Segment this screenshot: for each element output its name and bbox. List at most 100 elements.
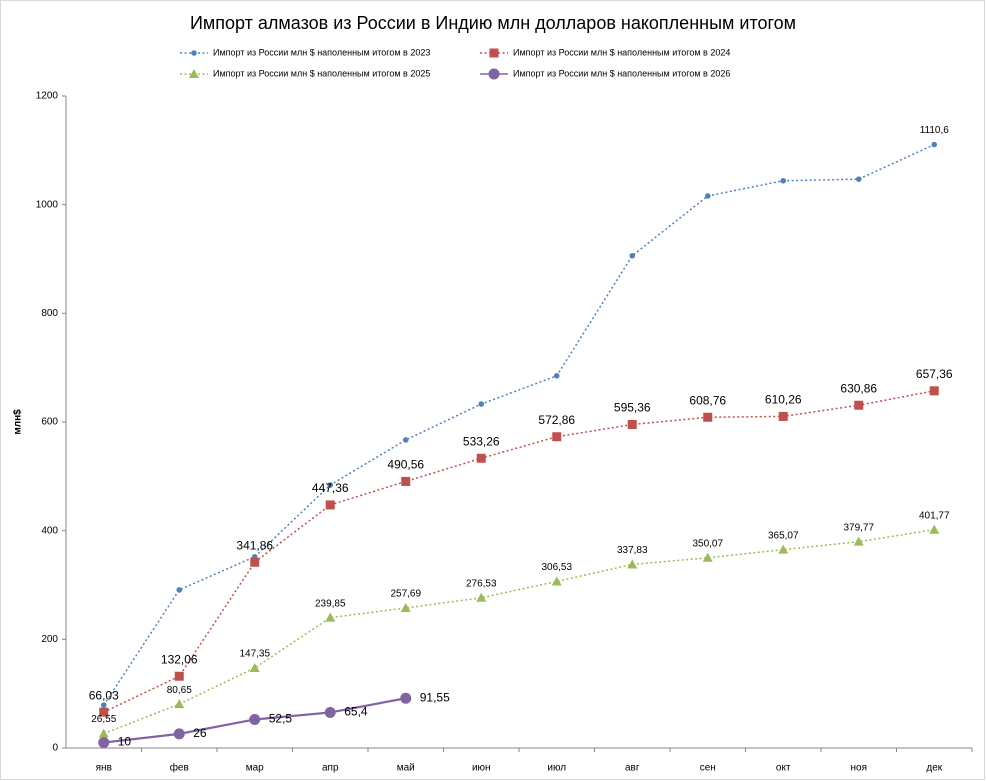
data-point (478, 401, 485, 407)
data-point (929, 524, 940, 534)
data-point (629, 252, 636, 259)
data-label: 401,77 (919, 510, 950, 521)
legend-marker (489, 48, 499, 58)
y-tick-label: 600 (41, 417, 58, 428)
data-label: 26,55 (91, 714, 116, 725)
data-point (249, 662, 260, 672)
legend-marker (488, 68, 500, 80)
data-point (703, 412, 713, 422)
x-tick-label: ноя (851, 763, 868, 774)
data-label: 533,26 (463, 434, 500, 448)
legend-label: Импорт из России млн $ наполенным итогом… (513, 47, 730, 57)
data-point (853, 536, 864, 546)
data-point (402, 437, 409, 443)
data-label: 91,55 (420, 690, 450, 704)
data-point (174, 699, 185, 709)
data-label: 147,35 (239, 649, 270, 660)
data-point (174, 671, 184, 681)
data-label: 608,76 (689, 393, 726, 407)
x-tick-label: фев (170, 762, 189, 774)
y-axis-label: млн$ (13, 409, 24, 435)
data-point (99, 707, 109, 717)
x-tick-label: мар (246, 763, 264, 774)
y-tick-label: 800 (41, 308, 58, 319)
data-label: 365,07 (768, 530, 799, 541)
data-point (173, 728, 185, 740)
legend-marker (189, 69, 199, 78)
chart-title: Импорт алмазов из России в Индию млн дол… (190, 13, 796, 33)
data-point (98, 737, 110, 749)
data-label: 239,85 (315, 598, 346, 609)
data-point (325, 500, 335, 510)
data-label: 306,53 (541, 562, 572, 573)
x-tick-label: окт (776, 763, 791, 774)
data-point (778, 544, 789, 554)
legend-label: Импорт из России млн $ наполенным итогом… (513, 68, 730, 78)
x-tick-label: янв (96, 763, 112, 774)
x-tick-label: дек (926, 763, 942, 774)
data-label: 595,36 (614, 401, 651, 415)
data-label: 1110,6 (920, 125, 950, 136)
data-point (778, 411, 788, 421)
legend-marker (191, 50, 197, 56)
data-label: 65,4 (344, 705, 368, 719)
data-point (249, 713, 261, 725)
x-tick-label: сен (700, 763, 716, 774)
data-label: 630,86 (840, 381, 877, 395)
data-point (327, 482, 334, 488)
data-point (854, 400, 864, 410)
series-line (103, 390, 935, 713)
data-point (400, 602, 411, 612)
data-point (552, 432, 562, 442)
data-point (476, 592, 487, 602)
data-point (324, 706, 336, 718)
data-point (627, 420, 637, 430)
data-label: 447,36 (312, 481, 349, 495)
data-label: 10 (118, 735, 132, 749)
y-tick-label: 1200 (36, 91, 59, 102)
data-point (250, 557, 260, 567)
data-label: 572,86 (538, 413, 575, 427)
data-point (929, 386, 939, 396)
x-tick-label: июл (547, 763, 566, 774)
data-label: 341,86 (236, 538, 273, 552)
data-label: 337,83 (617, 545, 648, 556)
data-point (400, 692, 412, 704)
data-label: 66,03 (89, 688, 119, 702)
data-point (627, 559, 638, 569)
data-point (176, 587, 183, 593)
x-tick-label: июн (472, 763, 491, 774)
legend-label: Импорт из России млн $ наполенным итогом… (213, 47, 430, 57)
data-point (931, 141, 938, 148)
legend-label: Импорт из России млн $ наполенным итогом… (213, 68, 430, 78)
data-label: 490,56 (387, 458, 424, 472)
series-line (103, 143, 935, 706)
data-point (704, 193, 711, 199)
data-label: 52,5 (269, 712, 293, 726)
data-label: 657,36 (916, 367, 953, 381)
data-label: 276,53 (466, 578, 497, 589)
data-point (855, 176, 862, 182)
data-label: 26 (193, 726, 207, 740)
data-point (325, 612, 336, 622)
data-point (98, 728, 109, 738)
series-line (103, 528, 935, 735)
y-tick-label: 1000 (36, 199, 59, 210)
data-label: 610,26 (765, 393, 802, 407)
data-point (100, 702, 107, 708)
y-tick-label: 200 (41, 634, 58, 645)
data-point (551, 576, 562, 586)
x-tick-label: май (397, 763, 415, 774)
y-tick-label: 0 (52, 743, 58, 754)
data-label: 80,65 (167, 685, 192, 696)
data-label: 132,06 (161, 652, 198, 666)
data-point (702, 552, 713, 562)
data-point (476, 453, 486, 463)
data-label: 350,07 (692, 538, 723, 549)
data-point (553, 373, 560, 379)
y-tick-label: 400 (41, 525, 58, 536)
data-label: 379,77 (843, 522, 874, 533)
x-tick-label: авг (625, 763, 640, 774)
